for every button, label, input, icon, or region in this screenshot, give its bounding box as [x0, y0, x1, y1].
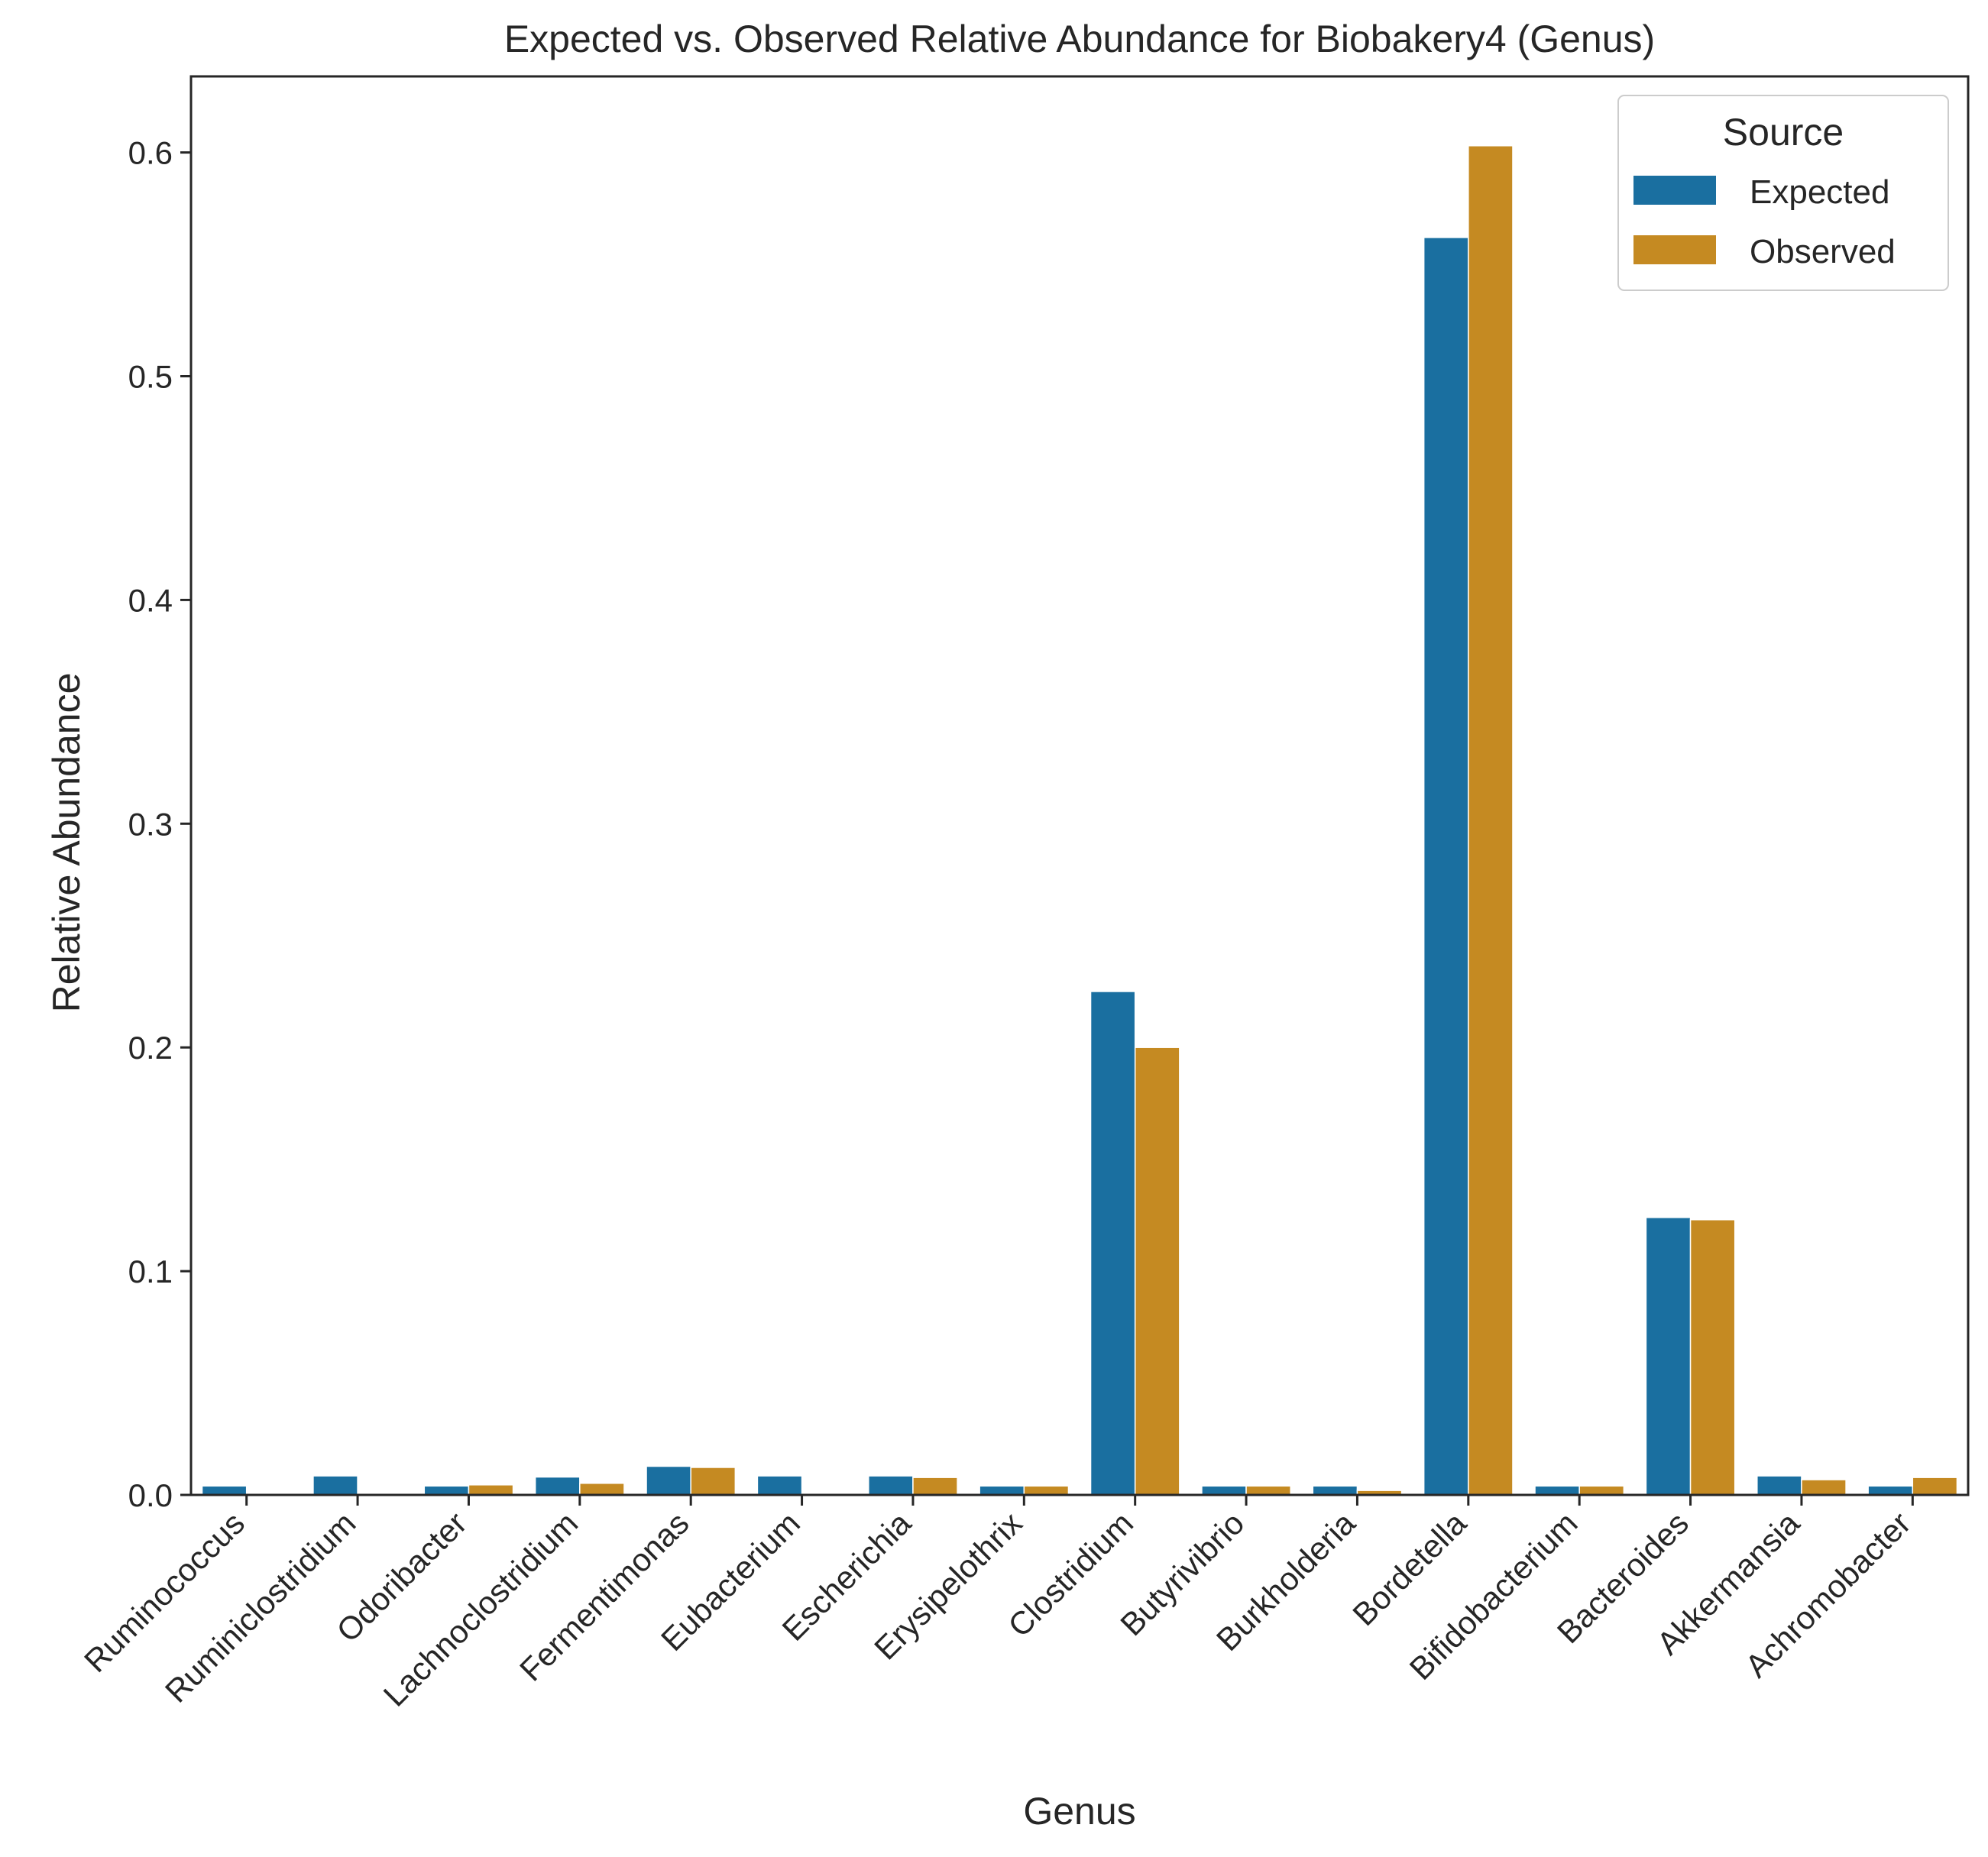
bar-expected-clostridium	[1090, 991, 1136, 1496]
bar-observed-bordetella	[1468, 145, 1514, 1496]
x-tick-label-lachnoclostridium: Lachnoclostridium	[377, 1505, 585, 1713]
x-tick-label-ruminiclostridium: Ruminiclostridium	[158, 1505, 363, 1710]
y-axis-label: Relative Abundance	[45, 673, 88, 1013]
bar-observed-erysipelothrix	[1023, 1485, 1070, 1496]
y-tick-label: 0.0	[128, 1477, 173, 1513]
legend: Source Expected Observed	[1617, 95, 1949, 291]
y-tick-label: 0.5	[128, 358, 173, 394]
bar-observed-lachnoclostridium	[579, 1483, 625, 1496]
bar-observed-clostridium	[1134, 1047, 1180, 1496]
bar-observed-bacteroides	[1689, 1218, 1736, 1496]
bar-observed-akkermansia	[1801, 1479, 1847, 1496]
bar-expected-ruminiclostridium	[312, 1475, 358, 1496]
bar-expected-eubacterium	[756, 1475, 803, 1496]
bar-observed-achromobacter	[1912, 1477, 1958, 1496]
bar-expected-bordetella	[1423, 237, 1469, 1496]
y-tick-label: 0.4	[128, 582, 173, 618]
bar-expected-ruminococcus	[201, 1485, 248, 1496]
bar-expected-lachnoclostridium	[534, 1476, 581, 1496]
bar-expected-burkholderia	[1312, 1485, 1358, 1496]
plot-frame	[189, 75, 1970, 1496]
bar-observed-butyrivibrio	[1245, 1485, 1291, 1496]
x-axis: RuminococcusRuminiclostridiumOdoribacter…	[77, 1495, 1918, 1713]
bar-expected-achromobacter	[1867, 1485, 1914, 1496]
bar-expected-akkermansia	[1756, 1475, 1802, 1496]
bar-expected-butyrivibrio	[1201, 1485, 1247, 1496]
bar-observed-fermentimonas	[690, 1467, 737, 1496]
x-axis-label: Genus	[1023, 1790, 1135, 1833]
chart-title: Expected vs. Observed Relative Abundance…	[504, 18, 1655, 60]
y-tick-label: 0.1	[128, 1254, 173, 1289]
legend-swatch-observed	[1633, 235, 1716, 264]
bar-expected-bacteroides	[1645, 1217, 1692, 1496]
y-axis: 0.0 0.1 0.2 0.3 0.4 0.5 0.6	[128, 135, 191, 1513]
bars-layer	[201, 145, 1958, 1496]
bar-observed-bifidobacterium	[1578, 1485, 1625, 1496]
bar-observed-odoribacter	[468, 1484, 514, 1496]
bar-expected-bifidobacterium	[1534, 1485, 1580, 1496]
bar-expected-fermentimonas	[646, 1465, 691, 1496]
bar-expected-escherichia	[868, 1475, 914, 1496]
bar-observed-escherichia	[912, 1477, 958, 1496]
legend-title: Source	[1723, 111, 1844, 154]
bar-expected-odoribacter	[423, 1485, 470, 1496]
y-tick-label: 0.3	[128, 806, 173, 842]
y-tick-label: 0.6	[128, 135, 173, 171]
legend-label-observed: Observed	[1750, 233, 1896, 270]
legend-label-expected: Expected	[1750, 173, 1889, 211]
legend-swatch-expected	[1633, 176, 1716, 205]
y-tick-label: 0.2	[128, 1030, 173, 1066]
bar-expected-erysipelothrix	[979, 1485, 1025, 1496]
